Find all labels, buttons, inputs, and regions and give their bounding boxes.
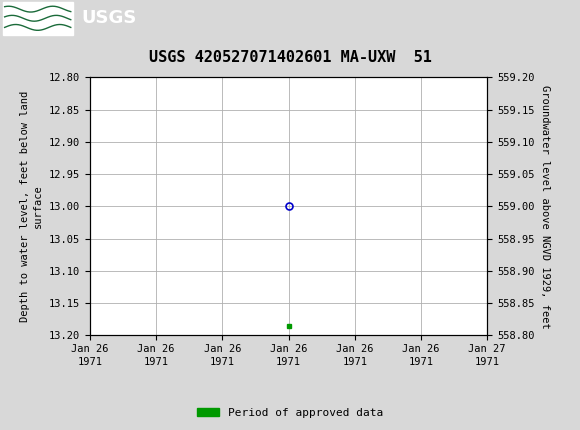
Y-axis label: Groundwater level above NGVD 1929, feet: Groundwater level above NGVD 1929, feet: [540, 85, 550, 328]
FancyBboxPatch shape: [3, 2, 72, 35]
Text: USGS 420527071402601 MA-UXW  51: USGS 420527071402601 MA-UXW 51: [148, 49, 432, 64]
Y-axis label: Depth to water level, feet below land
surface: Depth to water level, feet below land su…: [20, 91, 44, 322]
Text: USGS: USGS: [81, 9, 136, 27]
Legend: Period of approved data: Period of approved data: [193, 403, 387, 422]
